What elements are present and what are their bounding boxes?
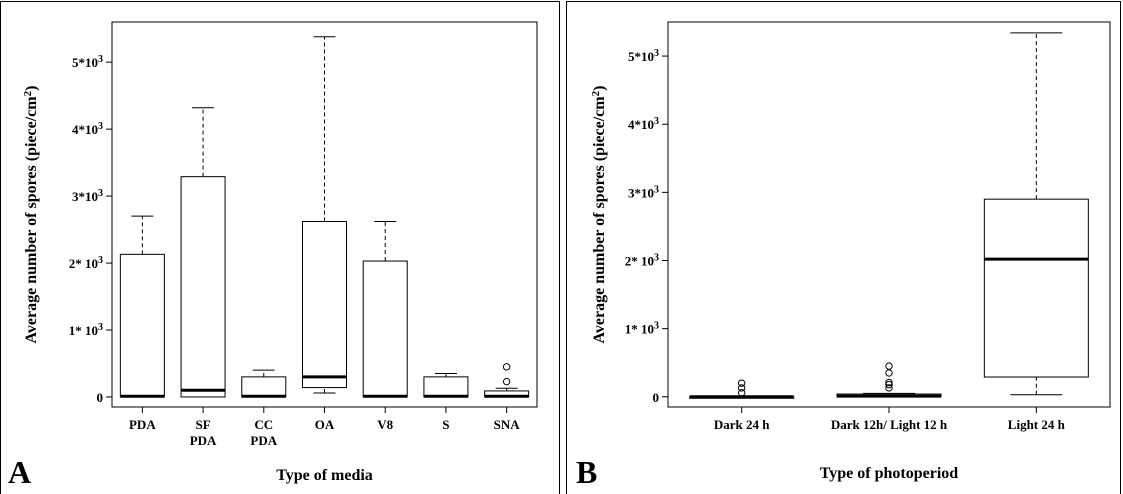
outlier-point xyxy=(737,388,746,397)
outlier-point xyxy=(502,377,511,386)
box-iqr xyxy=(983,198,1089,378)
outlier-point xyxy=(737,379,746,387)
box-iqr xyxy=(302,221,347,389)
x-tick-label: Dark 12h/ Light 12 h xyxy=(831,417,948,432)
box-iqr xyxy=(119,253,165,398)
x-tick-label: S xyxy=(442,417,449,432)
panel-divider xyxy=(560,0,566,494)
y-tick-label: 3*103 xyxy=(72,188,103,204)
x-tick-label: SNA xyxy=(494,417,521,432)
outlier-point xyxy=(737,384,746,392)
box-iqr xyxy=(423,376,469,398)
panel-a-letter: A xyxy=(8,454,32,490)
x-tick-label: PDA xyxy=(129,417,156,432)
box-iqr xyxy=(241,376,287,398)
x-axis-label: Type of photoperiod xyxy=(820,465,958,482)
y-tick-label: 2* 103 xyxy=(625,252,659,268)
outlier-point xyxy=(885,362,893,370)
box-s xyxy=(423,373,469,398)
x-tick-label: V8 xyxy=(377,417,393,432)
panel-b-letter: B xyxy=(576,454,598,490)
y-tick-label: 1* 103 xyxy=(69,322,103,338)
outlier-point xyxy=(885,369,893,377)
x-tick-label: Dark 24 h xyxy=(714,417,770,432)
panel-a: 0 1* 103 2* 103 3*103 4*103 5*103 PDA SF PDA CC PD… xyxy=(0,0,560,494)
box-dark-12h-light-12-h xyxy=(836,362,942,398)
y-tick-label: 5*103 xyxy=(72,54,103,70)
x-tick-label: Light 24 h xyxy=(1008,417,1066,432)
box-cc-pda xyxy=(241,369,287,398)
x-tick-label: PDA xyxy=(250,433,277,448)
x-axis-label: Type of media xyxy=(276,467,373,484)
boxplot-chart-b: 0 1* 103 2* 103 3*103 4*103 5*103 Dark 24 h Dar… xyxy=(590,21,1111,482)
x-tick-label: PDA xyxy=(190,433,217,448)
y-tick-label: 5*103 xyxy=(628,48,659,64)
y-tick-label: 0 xyxy=(653,390,660,405)
box-dark-24-h xyxy=(689,379,795,399)
y-axis-label: Average number of spores (piece/cm2) xyxy=(22,86,40,344)
y-axis-label: Average number of spores (piece/cm2) xyxy=(590,86,608,344)
y-tick-label: 3*103 xyxy=(628,184,659,200)
box-light-24-h xyxy=(983,32,1089,396)
box-oa xyxy=(302,36,347,394)
outlier-point xyxy=(885,380,893,389)
panel-b: 0 1* 103 2* 103 3*103 4*103 5*103 Dark 24 h Dar… xyxy=(566,0,1123,494)
x-tick-label: SF xyxy=(195,417,210,432)
y-tick-label: 1* 103 xyxy=(625,321,659,337)
outlier-point xyxy=(885,384,893,392)
x-tick-label: CC xyxy=(254,417,273,432)
outlier-point xyxy=(885,378,893,387)
box-sf-pda xyxy=(180,107,226,398)
y-tick-label: 4*103 xyxy=(628,116,659,132)
y-tick-label: 2* 103 xyxy=(69,255,103,271)
box-iqr xyxy=(180,176,226,398)
box-sna xyxy=(484,363,530,398)
y-tick-label: 0 xyxy=(97,390,104,405)
x-tick-label: OA xyxy=(315,417,335,432)
box-v8 xyxy=(362,221,408,398)
y-tick-label: 4*103 xyxy=(72,121,103,137)
box-pda xyxy=(119,215,165,398)
outlier-point xyxy=(502,363,511,371)
box-iqr xyxy=(362,260,408,398)
